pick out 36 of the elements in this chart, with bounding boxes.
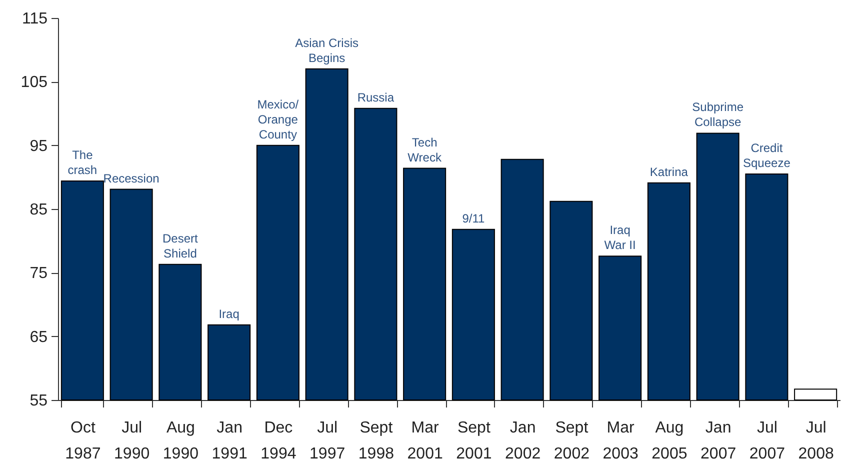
- x-tick-label: Mar 2003: [602, 420, 638, 462]
- annotation: Iraq: [218, 306, 240, 321]
- x-tick-label: Dec 1994: [260, 420, 296, 462]
- annotation: Iraq War II: [604, 223, 636, 252]
- x-tick-label: Jan 2002: [505, 420, 541, 462]
- x-tick-label: Mar 2001: [407, 420, 443, 462]
- x-tick-label: Jul 2007: [749, 420, 786, 462]
- x-tick-label: Sept 1998: [358, 420, 394, 462]
- x-tick-label: Aug 2005: [652, 420, 688, 462]
- x-tick-label: Jul 2008: [798, 420, 834, 462]
- annotation: Recession: [103, 171, 160, 186]
- annotation: Tech Wreck: [408, 135, 442, 164]
- y-tick-label: 75: [30, 265, 48, 282]
- annotation: 9/11: [462, 211, 485, 226]
- y-tick-label: 65: [30, 328, 48, 346]
- y-tick-label: 55: [30, 392, 48, 410]
- annotation: Russia: [357, 90, 394, 104]
- x-tick-label: Sept 2002: [554, 420, 590, 462]
- y-tick-label: 105: [20, 74, 48, 92]
- y-tick-label: 95: [30, 138, 48, 155]
- annotation: Asian Crisis Begins: [295, 36, 358, 65]
- x-tick-label: Oct 1987: [65, 420, 101, 462]
- y-tick-label: 85: [30, 202, 48, 218]
- annotation: The crash: [68, 148, 98, 177]
- annotation: Credit Squeeze: [743, 140, 791, 170]
- x-tick-label: Aug 1990: [162, 420, 199, 462]
- x-tick-label: Sept 2001: [456, 420, 492, 462]
- annotation: Mexico/ Orange County: [257, 97, 300, 142]
- x-tick-label: Jan 2007: [700, 420, 736, 462]
- annotation: Katrina: [650, 164, 688, 179]
- x-tick-label: Jan 1991: [212, 420, 248, 462]
- annotation: Desert Shield: [162, 231, 199, 260]
- x-tick-label: Jul 1997: [310, 420, 346, 462]
- x-tick-label: Jul 1990: [114, 420, 150, 462]
- y-tick-label: 115: [22, 10, 48, 28]
- annotation: Subprime Collapse: [692, 100, 744, 130]
